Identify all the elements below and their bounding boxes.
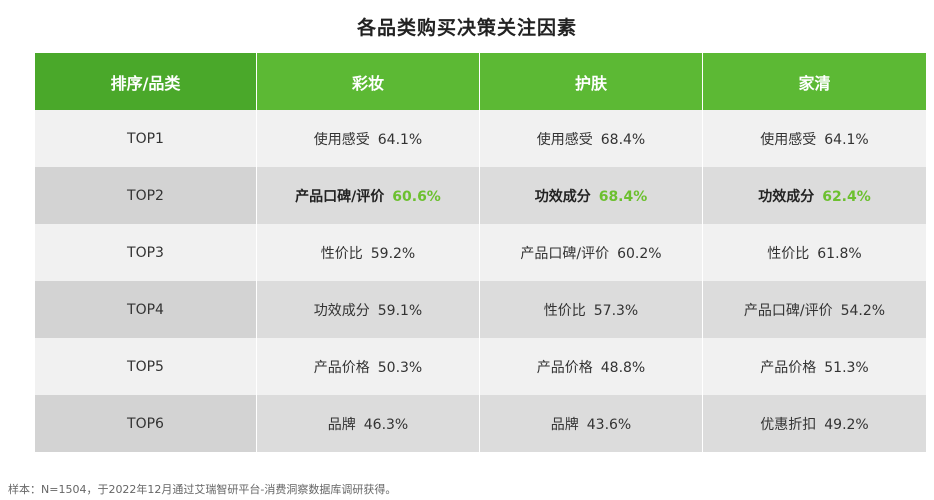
percentage-value: 51.3% (824, 359, 869, 376)
header-rank-category: 排序/品类 (35, 53, 257, 110)
factor-label: 功效成分 (758, 188, 815, 205)
percentage-value: 50.3% (377, 359, 423, 376)
table-row: TOP6 品牌 46.3% 品牌 43.6% 优惠折扣 49.2% (35, 395, 926, 452)
percentage-value: 46.3% (363, 416, 409, 433)
percentage-value: 43.6% (586, 416, 632, 433)
chart-title: 各品类购买决策关注因素 (356, 17, 577, 39)
percentage-value: 68.4% (598, 188, 648, 205)
rank-cell: TOP6 (35, 395, 257, 452)
percentage-value: 59.1% (377, 302, 423, 319)
factor-label: 使用感受 (760, 131, 817, 148)
factor-label: 性价比 (767, 245, 810, 262)
table-cell: 功效成分 62.4% (703, 167, 926, 224)
percentage-value: 60.6% (392, 188, 441, 205)
factor-label: 性价比 (320, 245, 363, 262)
table-row: TOP5 产品价格 50.3% 产品价格 48.8% 产品价格 51.3% (35, 338, 926, 395)
header-skincare: 护肤 (480, 53, 703, 110)
percentage-value: 57.3% (593, 302, 639, 319)
percentage-value: 68.4% (600, 131, 646, 148)
factor-label: 产品价格 (760, 359, 817, 376)
factor-label: 使用感受 (536, 131, 593, 148)
table-cell: 品牌 43.6% (480, 395, 703, 452)
table-cell: 优惠折扣 49.2% (703, 395, 926, 452)
table-row: TOP1 使用感受 64.1% 使用感受 68.4% 使用感受 64.1% (35, 110, 926, 167)
factor-label: 性价比 (543, 302, 586, 319)
percentage-value: 48.8% (600, 359, 646, 376)
table-row: TOP4 功效成分 59.1% 性价比 57.3% 产品口碑/评价 54.2% (35, 281, 926, 338)
percentage-value: 64.1% (824, 131, 869, 148)
header-makeup: 彩妆 (257, 53, 480, 110)
sample-source-note: 样本：N=1504，于2022年12月通过艾瑞智研平台-消费洞察数据库调研获得。 (8, 483, 397, 496)
rank-cell: TOP5 (35, 338, 257, 395)
table-cell: 产品口碑/评价 60.2% (480, 224, 703, 281)
rank-cell: TOP1 (35, 110, 257, 167)
table-cell: 性价比 57.3% (480, 281, 703, 338)
table-cell: 产品价格 50.3% (257, 338, 480, 395)
table-cell: 使用感受 64.1% (703, 110, 926, 167)
table-row-highlighted: TOP2 产品口碑/评价 60.6% 功效成分 68.4% 功效成分 62.4% (35, 167, 926, 224)
rank-cell: TOP3 (35, 224, 257, 281)
factor-label: 产品口碑/评价 (295, 188, 385, 205)
percentage-value: 49.2% (824, 416, 869, 433)
percentage-value: 60.2% (617, 245, 662, 262)
factor-label: 产品口碑/评价 (743, 302, 833, 319)
table-cell: 使用感受 64.1% (257, 110, 480, 167)
percentage-value: 59.2% (370, 245, 416, 262)
factor-label: 产品价格 (536, 359, 593, 376)
table-cell: 性价比 59.2% (257, 224, 480, 281)
factor-label: 品牌 (550, 416, 579, 433)
table-cell: 功效成分 68.4% (480, 167, 703, 224)
table-cell: 产品口碑/评价 60.6% (257, 167, 480, 224)
table-row: TOP3 性价比 59.2% 产品口碑/评价 60.2% 性价比 61.8% (35, 224, 926, 281)
percentage-value: 64.1% (377, 131, 423, 148)
percentage-value: 61.8% (817, 245, 862, 262)
decision-factors-table: 排序/品类 彩妆 护肤 家清 TOP1 使用感受 64.1% 使用感受 68.4% … (35, 53, 926, 452)
factor-label: 使用感受 (313, 131, 370, 148)
table-cell: 产品价格 51.3% (703, 338, 926, 395)
percentage-value: 62.4% (822, 188, 871, 205)
percentage-value: 54.2% (840, 302, 886, 319)
table-cell: 产品口碑/评价 54.2% (703, 281, 926, 338)
factor-label: 产品口碑/评价 (520, 245, 610, 262)
table-cell: 品牌 46.3% (257, 395, 480, 452)
factor-label: 功效成分 (534, 188, 591, 205)
factor-label: 优惠折扣 (760, 416, 817, 433)
factor-label: 功效成分 (313, 302, 370, 319)
table-cell: 功效成分 59.1% (257, 281, 480, 338)
table-cell: 产品价格 48.8% (480, 338, 703, 395)
table-cell: 使用感受 68.4% (480, 110, 703, 167)
rank-cell: TOP4 (35, 281, 257, 338)
header-home-cleaning: 家清 (703, 53, 926, 110)
table-cell: 性价比 61.8% (703, 224, 926, 281)
rank-cell: TOP2 (35, 167, 257, 224)
table-header-row: 排序/品类 彩妆 护肤 家清 (35, 53, 926, 110)
factor-label: 品牌 (327, 416, 356, 433)
factor-label: 产品价格 (313, 359, 370, 376)
